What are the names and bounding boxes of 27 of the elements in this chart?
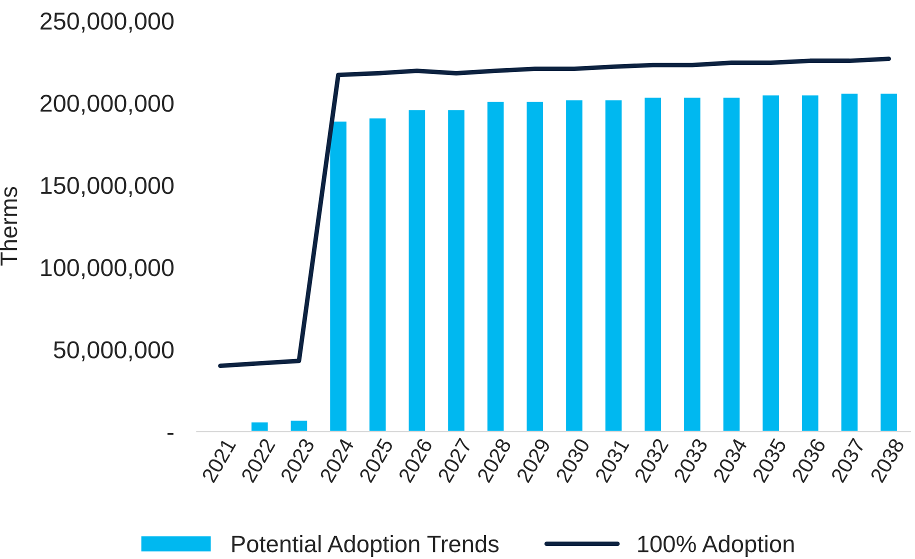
bar xyxy=(486,100,506,432)
legend-label: Potential Adoption Trends xyxy=(232,534,499,557)
bar xyxy=(368,116,388,432)
line-series xyxy=(218,56,892,368)
y-tick-label: 50,000,000 xyxy=(54,341,174,362)
bar xyxy=(407,108,426,432)
bar xyxy=(682,96,702,432)
bar xyxy=(604,98,624,432)
y-tick-label: 250,000,000 xyxy=(40,12,174,33)
bar xyxy=(525,100,544,432)
bar xyxy=(328,120,348,432)
bar xyxy=(722,96,742,432)
bar xyxy=(761,94,780,432)
bar xyxy=(446,108,466,432)
bar xyxy=(643,96,662,432)
y-tick-label: - xyxy=(167,432,174,435)
y-tick-label: 100,000,000 xyxy=(41,259,174,280)
bar xyxy=(564,98,584,432)
y-tick-label: 150,000,000 xyxy=(41,176,174,197)
bar xyxy=(840,92,860,432)
bar xyxy=(250,420,270,432)
bar xyxy=(879,92,898,432)
bar xyxy=(289,419,309,432)
legend-label: 100% Adoption xyxy=(638,534,794,557)
bar xyxy=(800,94,820,432)
y-axis-title: Therms xyxy=(0,186,18,266)
y-tick-label: 200,000,000 xyxy=(40,94,174,115)
